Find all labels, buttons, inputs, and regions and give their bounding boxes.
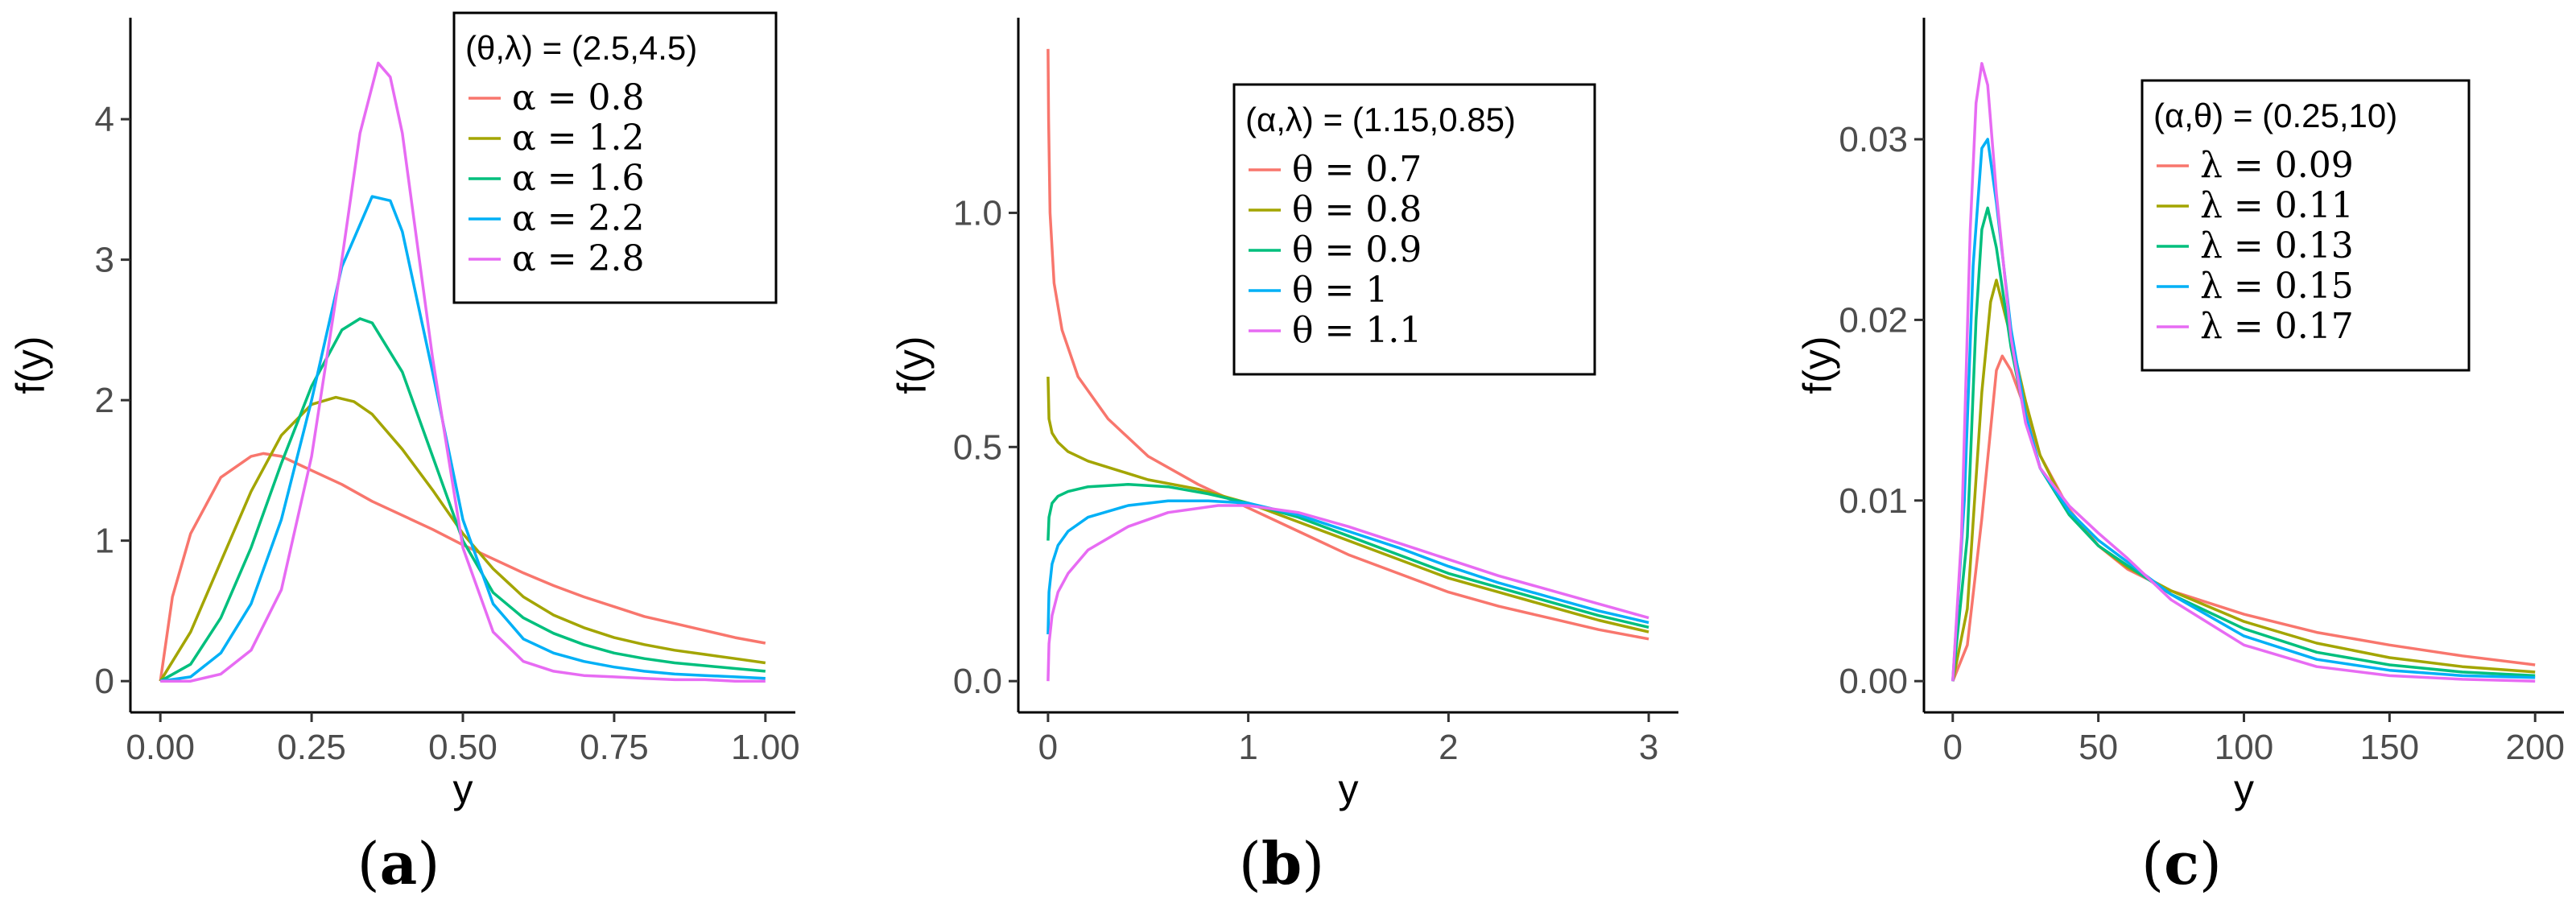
x-tick-label: 100: [2215, 728, 2273, 767]
y-axis-label: f(y): [1795, 336, 1840, 394]
caption-paren-close: ): [1302, 830, 1324, 898]
x-tick-label: 2: [1439, 728, 1458, 767]
series-line-4: [1951, 138, 2536, 682]
legend-entry: θ = 1: [1292, 270, 1388, 311]
caption-letter: c: [2164, 829, 2199, 898]
y-tick-label: 3: [95, 241, 114, 280]
y-tick-label: 0.01: [1839, 481, 1908, 521]
legend-entry: λ = 0.17: [2200, 306, 2354, 347]
y-tick-label: 0.5: [953, 427, 1002, 467]
x-tick-label: 1: [1238, 728, 1257, 767]
caption-letter: b: [1261, 829, 1302, 898]
legend-box: [1232, 83, 1596, 376]
x-tick-label: 0.00: [126, 728, 195, 767]
x-tick-label: 0: [1038, 728, 1058, 767]
x-tick-label: 150: [2360, 728, 2419, 767]
y-axis-label: f(y): [8, 336, 53, 394]
legend-entry: λ = 0.15: [2200, 266, 2354, 307]
legend-entry: θ = 0.7: [1292, 149, 1422, 190]
x-axis-label: y: [1339, 766, 1359, 811]
legend-entry: λ = 0.11: [2200, 185, 2354, 226]
legend-title: (θ,λ) = (2.5,4.5): [465, 29, 697, 67]
legend-entry: α = 0.8: [512, 77, 645, 118]
series-line-2: [159, 395, 766, 683]
caption-paren-close: ): [417, 830, 440, 898]
x-tick-label: 50: [2079, 728, 2118, 767]
series-line-5: [160, 61, 766, 683]
legend-entry: α = 2.2: [512, 198, 645, 239]
x-tick-label: 0: [1943, 728, 1963, 767]
legend-entry: θ = 0.8: [1292, 189, 1422, 230]
y-tick-label: 2: [95, 381, 114, 420]
y-tick-label: 0.02: [1839, 300, 1908, 340]
y-tick-label: 0.03: [1839, 120, 1908, 159]
legend-box: [452, 11, 778, 304]
series-line-5: [1951, 62, 2536, 683]
legend-entry: λ = 0.09: [2200, 145, 2354, 186]
chart-panel-b: 0 1 2 3 0.0 0.5 1.0 y f(y) (α,λ) = (1.15,0.85) θ =…: [890, 18, 1678, 898]
panel-caption: (c): [2141, 829, 2222, 898]
panel-caption: (b): [1239, 829, 1325, 898]
legend-entry: α = 1.6: [512, 158, 645, 199]
caption-paren-open: (: [2141, 830, 2164, 898]
y-tick-label: 4: [95, 100, 114, 139]
series-line-3: [1046, 483, 1649, 629]
caption-paren-open: (: [1239, 830, 1261, 898]
legend-entry: θ = 0.9: [1292, 229, 1422, 270]
y-tick-label: 1.0: [953, 193, 1002, 233]
chart-panel-a: 0.00 0.25 0.50 0.75 1.00 0 1 2 3 4 y f(y) (θ,λ) = (2…: [8, 11, 800, 898]
y-axis-label: f(y): [890, 336, 935, 394]
caption-letter: a: [380, 829, 418, 898]
legend-title: (α,θ) = (0.25,10): [2153, 97, 2397, 134]
legend-entry: α = 2.8: [512, 238, 645, 279]
caption-paren-close: ): [2199, 830, 2222, 898]
caption-paren-open: (: [357, 830, 380, 898]
series-line-1: [1951, 354, 2536, 682]
chart-panel-c: 0 50 100 150 200 0.00 0.01 0.02 0.03 y f(y) (α,θ) =…: [1795, 18, 2565, 898]
x-tick-label: 0.25: [277, 728, 346, 767]
legend-entry: θ = 1.1: [1292, 310, 1422, 351]
x-tick-label: 0.75: [580, 728, 649, 767]
legend-entry: λ = 0.13: [2200, 225, 2354, 266]
x-tick-label: 0.50: [428, 728, 497, 767]
legend-box: [2140, 79, 2471, 372]
series-line-4: [1046, 499, 1649, 635]
x-tick-label: 1.00: [731, 728, 800, 767]
series-line-1: [159, 452, 766, 682]
x-axis-label: y: [453, 766, 473, 811]
y-tick-label: 1: [95, 522, 114, 561]
x-tick-label: 200: [2506, 728, 2565, 767]
legend-entry: α = 1.2: [512, 118, 645, 159]
x-tick-label: 3: [1639, 728, 1658, 767]
legend-title: (α,λ) = (1.15,0.85): [1245, 101, 1516, 138]
y-tick-label: 0: [95, 662, 114, 701]
y-tick-label: 0.00: [1839, 662, 1908, 701]
panel-caption: (a): [357, 829, 440, 898]
y-tick-label: 0.0: [953, 662, 1002, 701]
x-axis-label: y: [2234, 766, 2254, 811]
series-line-3: [159, 317, 766, 683]
series-line-5: [1046, 504, 1649, 682]
